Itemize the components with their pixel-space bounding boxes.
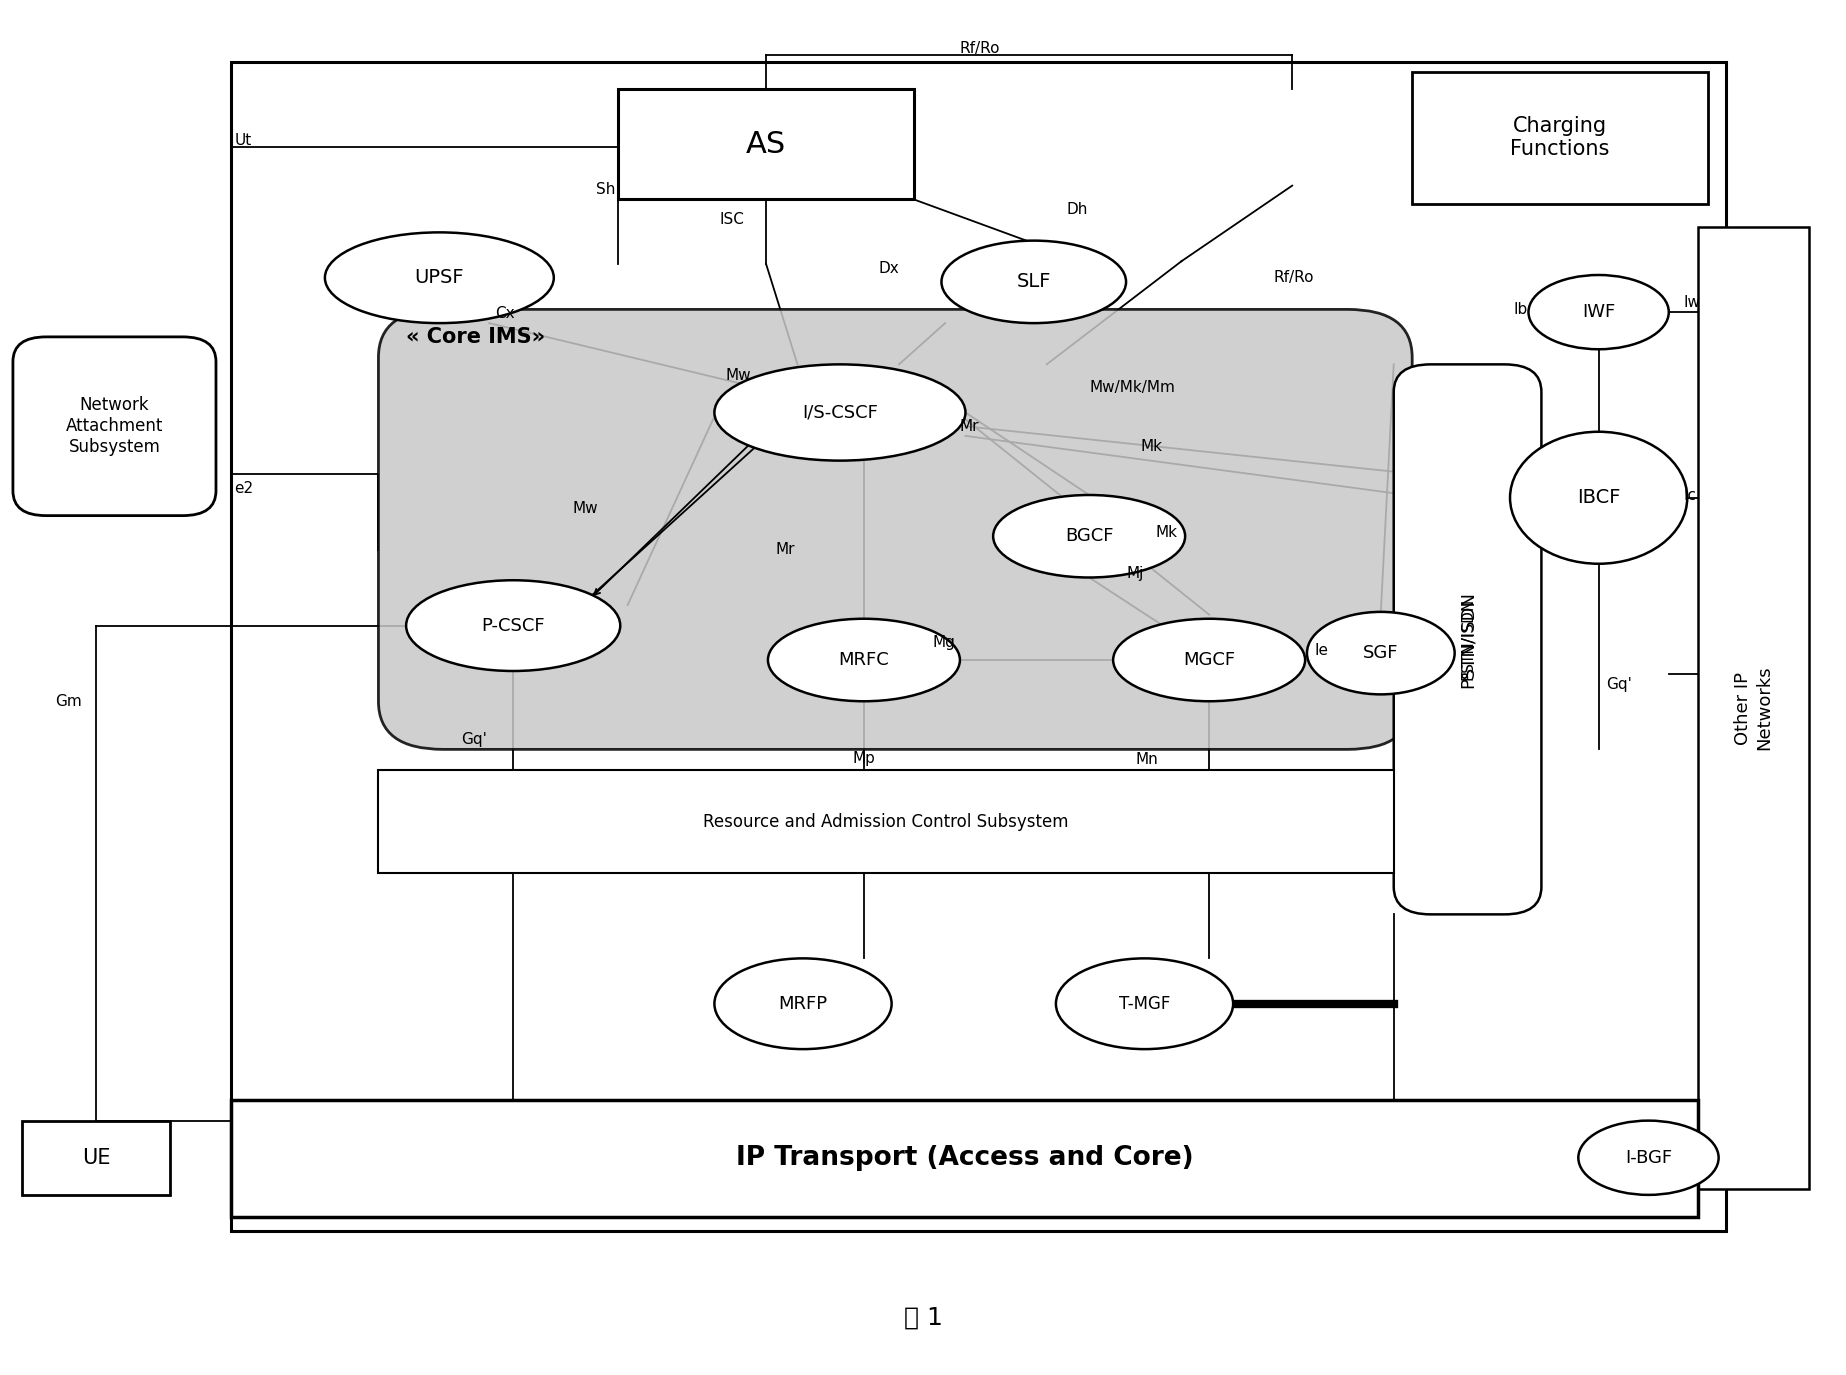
FancyBboxPatch shape	[618, 89, 914, 199]
Text: P-CSCF: P-CSCF	[482, 616, 545, 635]
Ellipse shape	[993, 495, 1185, 578]
Ellipse shape	[1113, 619, 1305, 701]
Text: Cx: Cx	[495, 307, 515, 320]
Text: Mg: Mg	[932, 635, 954, 649]
Ellipse shape	[1528, 275, 1669, 349]
Text: Iw: Iw	[1684, 296, 1700, 309]
Text: Other IP
Networks: Other IP Networks	[1733, 666, 1774, 751]
Ellipse shape	[406, 580, 620, 671]
Text: PSTN/ISDN: PSTN/ISDN	[1460, 598, 1475, 681]
Ellipse shape	[1307, 612, 1455, 694]
Text: Mj: Mj	[1126, 566, 1143, 580]
Text: I/S-CSCF: I/S-CSCF	[801, 403, 879, 422]
Text: T-MGF: T-MGF	[1119, 994, 1170, 1013]
FancyBboxPatch shape	[1412, 72, 1708, 204]
Ellipse shape	[941, 241, 1126, 323]
Text: Mp: Mp	[853, 752, 875, 766]
Text: IBCF: IBCF	[1576, 488, 1621, 507]
FancyBboxPatch shape	[231, 62, 1726, 1231]
FancyBboxPatch shape	[22, 1121, 170, 1195]
Text: 图 1: 图 1	[903, 1305, 943, 1330]
Text: PSTN/ISDN: PSTN/ISDN	[1458, 591, 1477, 688]
Text: Mr: Mr	[960, 419, 980, 433]
Text: AS: AS	[746, 129, 786, 160]
Text: Ut: Ut	[234, 133, 251, 147]
Text: Mk: Mk	[1141, 440, 1163, 454]
Text: Ib: Ib	[1514, 302, 1528, 316]
Ellipse shape	[1510, 432, 1687, 564]
Text: IP Transport (Access and Core): IP Transport (Access and Core)	[737, 1145, 1193, 1172]
Text: Ic: Ic	[1684, 488, 1696, 502]
FancyBboxPatch shape	[378, 770, 1394, 873]
Ellipse shape	[1056, 958, 1233, 1049]
Text: ISC: ISC	[720, 213, 744, 227]
Text: Gm: Gm	[55, 694, 81, 708]
Text: Mw/Mk/Mm: Mw/Mk/Mm	[1089, 381, 1176, 395]
FancyBboxPatch shape	[378, 309, 1412, 749]
Text: Rf/Ro: Rf/Ro	[1274, 271, 1314, 285]
Text: Mw: Mw	[725, 368, 751, 382]
Text: BGCF: BGCF	[1065, 527, 1113, 546]
Ellipse shape	[714, 364, 965, 461]
Text: MRFP: MRFP	[779, 994, 827, 1013]
Text: Gq': Gq'	[1606, 678, 1632, 692]
Text: « Core IMS»: « Core IMS»	[406, 327, 545, 346]
Text: Dx: Dx	[879, 261, 899, 275]
Text: UE: UE	[81, 1148, 111, 1167]
Text: Mw: Mw	[572, 502, 598, 516]
Text: Dh: Dh	[1067, 202, 1089, 216]
Text: Resource and Admission Control Subsystem: Resource and Admission Control Subsystem	[703, 813, 1069, 830]
FancyBboxPatch shape	[1394, 364, 1541, 914]
Ellipse shape	[325, 232, 554, 323]
Text: SLF: SLF	[1017, 272, 1050, 292]
Text: Mk: Mk	[1156, 525, 1178, 539]
Text: Ie: Ie	[1314, 644, 1329, 657]
Text: Mr: Mr	[775, 543, 796, 557]
Text: UPSF: UPSF	[415, 268, 463, 287]
Ellipse shape	[1578, 1121, 1719, 1195]
Ellipse shape	[714, 958, 892, 1049]
FancyBboxPatch shape	[1698, 227, 1809, 1189]
Text: Network
Attachment
Subsystem: Network Attachment Subsystem	[66, 396, 162, 456]
Text: Rf/Ro: Rf/Ro	[960, 41, 1001, 55]
Text: SGF: SGF	[1362, 644, 1399, 663]
Text: Charging
Functions: Charging Functions	[1510, 116, 1610, 160]
Ellipse shape	[768, 619, 960, 701]
Text: MGCF: MGCF	[1183, 650, 1235, 670]
Text: Gq': Gq'	[462, 733, 487, 747]
Text: Sh: Sh	[596, 183, 615, 197]
FancyBboxPatch shape	[13, 337, 216, 516]
Text: IWF: IWF	[1582, 302, 1615, 322]
FancyBboxPatch shape	[231, 1100, 1698, 1217]
Text: Mn: Mn	[1135, 752, 1157, 766]
Text: MRFC: MRFC	[838, 650, 890, 670]
Text: e2: e2	[234, 481, 253, 495]
Text: I-BGF: I-BGF	[1624, 1148, 1672, 1167]
